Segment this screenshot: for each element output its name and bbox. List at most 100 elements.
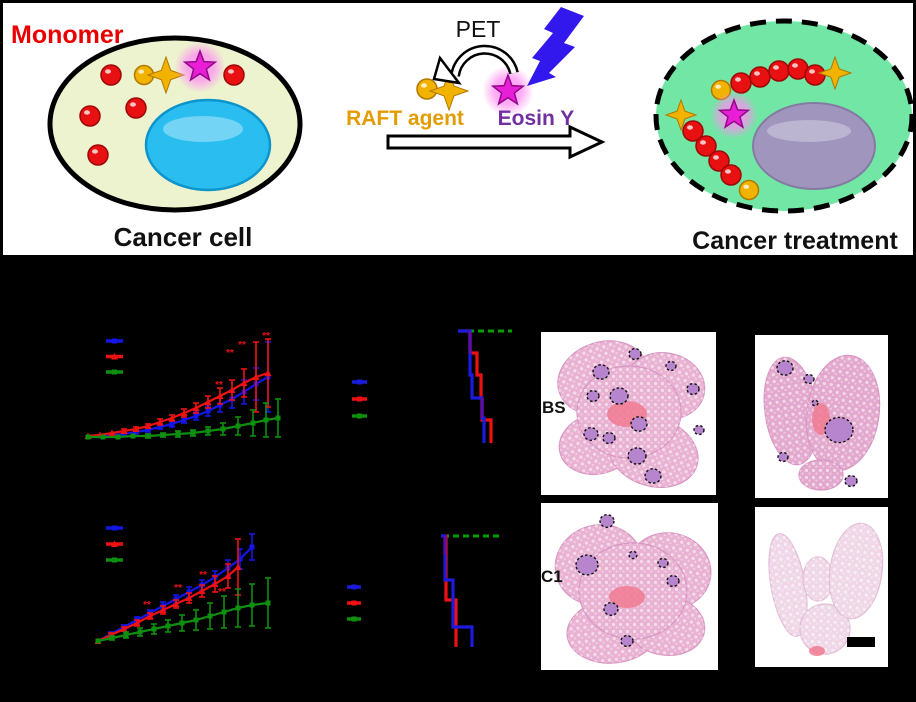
data-marker xyxy=(123,632,129,638)
survival-curve-red xyxy=(458,329,493,443)
tumor-outline xyxy=(628,550,638,560)
data-marker xyxy=(240,379,248,386)
series-group-green xyxy=(85,398,281,440)
data-marker xyxy=(249,544,255,550)
cancer-cell-diagram xyxy=(47,35,303,213)
sphere-highlight xyxy=(421,83,427,88)
data-marker xyxy=(168,414,176,421)
sphere-highlight xyxy=(754,71,760,76)
pet-arc xyxy=(452,47,517,77)
data-marker xyxy=(265,600,271,606)
monomer-label: Monomer xyxy=(11,21,124,49)
data-marker xyxy=(146,612,154,619)
tumor-outline xyxy=(620,634,634,648)
sphere-highlight xyxy=(84,110,90,115)
data-marker xyxy=(351,616,357,622)
data-marker xyxy=(193,617,199,623)
lung-lobe-texture xyxy=(799,460,843,490)
data-marker xyxy=(252,373,260,380)
data-marker xyxy=(207,613,213,619)
data-marker xyxy=(205,408,211,414)
data-marker xyxy=(151,626,157,632)
tumor-outline xyxy=(575,554,599,576)
significance-mark: ** xyxy=(215,380,223,391)
significance-mark: ** xyxy=(226,348,234,359)
raft-agent-label: RAFT agent xyxy=(346,107,464,130)
tumor-outline xyxy=(824,416,854,444)
tumor-outline xyxy=(657,557,669,569)
data-marker xyxy=(115,434,121,440)
plots-panel: ** ** ** ** ** ** ** ** xyxy=(84,329,512,647)
data-marker xyxy=(192,404,200,411)
data-marker xyxy=(100,434,106,440)
sphere-icon xyxy=(730,72,752,94)
sphere-highlight xyxy=(700,140,706,145)
tumor-outline xyxy=(665,360,677,372)
tumor-outline xyxy=(644,468,662,484)
sphere-highlight xyxy=(715,84,722,89)
tumor-outline xyxy=(599,513,615,529)
sphere-highlight xyxy=(725,169,731,174)
histology-label: BS xyxy=(542,398,566,417)
data-marker xyxy=(145,433,151,439)
tumor-outline xyxy=(603,601,619,616)
data-marker xyxy=(351,584,357,590)
tumor-outline xyxy=(776,360,794,376)
data-marker xyxy=(132,425,140,432)
data-marker xyxy=(133,619,141,626)
data-marker xyxy=(185,594,193,601)
data-marker xyxy=(145,427,151,433)
significance-mark: ** xyxy=(174,583,182,594)
data-marker xyxy=(180,409,188,416)
tumor-outline xyxy=(686,382,700,396)
data-marker xyxy=(85,434,91,440)
tumor-outline xyxy=(602,431,616,445)
data-marker xyxy=(228,386,236,393)
significance-mark: ** xyxy=(199,570,207,581)
data-marker xyxy=(357,396,362,402)
data-marker xyxy=(179,620,185,626)
sphere-highlight xyxy=(713,155,719,160)
hilum xyxy=(609,586,645,608)
reaction-scheme xyxy=(416,65,534,117)
data-marker xyxy=(109,635,115,641)
data-marker xyxy=(234,563,242,570)
data-marker xyxy=(351,600,357,606)
tumor-outline xyxy=(803,373,815,385)
data-marker xyxy=(193,413,199,419)
data-marker xyxy=(95,638,101,644)
data-marker xyxy=(157,424,163,430)
data-marker xyxy=(211,580,219,587)
data-marker xyxy=(357,413,362,419)
lung-lobe-texture xyxy=(829,523,883,619)
eosin-star-icon xyxy=(182,48,218,82)
pet-arrowhead-icon xyxy=(432,55,462,85)
data-marker xyxy=(221,609,227,615)
series-group-red xyxy=(84,338,272,439)
data-marker xyxy=(198,587,206,594)
sphere-highlight xyxy=(809,69,815,74)
data-marker xyxy=(235,605,241,611)
data-marker xyxy=(357,379,362,385)
data-marker xyxy=(112,338,117,344)
data-marker xyxy=(264,369,272,376)
series-group-green xyxy=(95,577,271,644)
tumor-outline xyxy=(693,424,705,436)
sphere-highlight xyxy=(792,63,798,68)
sphere-highlight xyxy=(743,184,750,189)
data-marker xyxy=(237,556,243,562)
sphere-icon xyxy=(223,64,245,86)
sphere-highlight xyxy=(105,69,111,74)
sphere-icon xyxy=(804,64,826,86)
data-marker xyxy=(173,596,179,602)
series-group-red xyxy=(94,538,242,644)
sphere-icon xyxy=(100,64,122,86)
significance-mark: ** xyxy=(143,600,151,611)
data-marker xyxy=(249,602,255,608)
reaction-arrow-icon xyxy=(386,124,606,160)
nucleus-highlight xyxy=(767,120,851,142)
data-marker xyxy=(112,557,117,563)
schematic-graphic: Monomer Cancer cell PET RAFT agent Eosin… xyxy=(11,7,915,255)
histology-panel-bottom-left: C1 xyxy=(541,503,718,670)
